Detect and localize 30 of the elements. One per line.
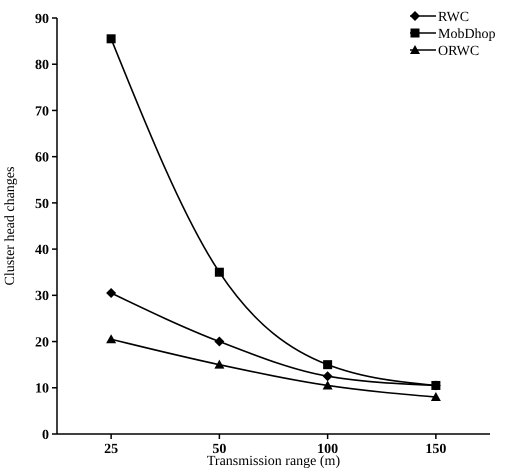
y-tick-label: 40 [35,243,49,258]
point [322,380,333,390]
legend-label: RWC [438,10,470,25]
point [323,360,332,370]
point [214,268,224,277]
y-tick-label: 70 [35,104,49,120]
point [106,334,116,344]
legend-label: ORWC [438,44,480,59]
y-tick-label: 60 [35,150,49,166]
x-tick-label: 50 [212,442,226,457]
y-tick-label: 80 [35,58,49,74]
legend-label: MobDhop [438,26,496,42]
y-tick-label: 30 [35,289,49,304]
x-axis-title: Transmission range (m) [206,454,340,469]
point [214,336,224,347]
x-tick-label: 25 [104,442,118,457]
y-tick-label: 90 [35,12,49,27]
point [430,392,441,402]
x-tick-label: 150 [425,442,446,457]
point [322,371,333,382]
y-tick-label: 20 [35,335,49,350]
point [214,360,224,369]
y-tick-label: 0 [42,428,49,443]
y-axis-title: Cluster head changes [3,166,18,286]
y-tick-label: 50 [35,196,49,212]
point [106,34,116,44]
point [431,380,440,390]
x-tick-label: 100 [317,442,338,457]
y-tick-label: 10 [35,382,49,397]
point [106,288,116,298]
